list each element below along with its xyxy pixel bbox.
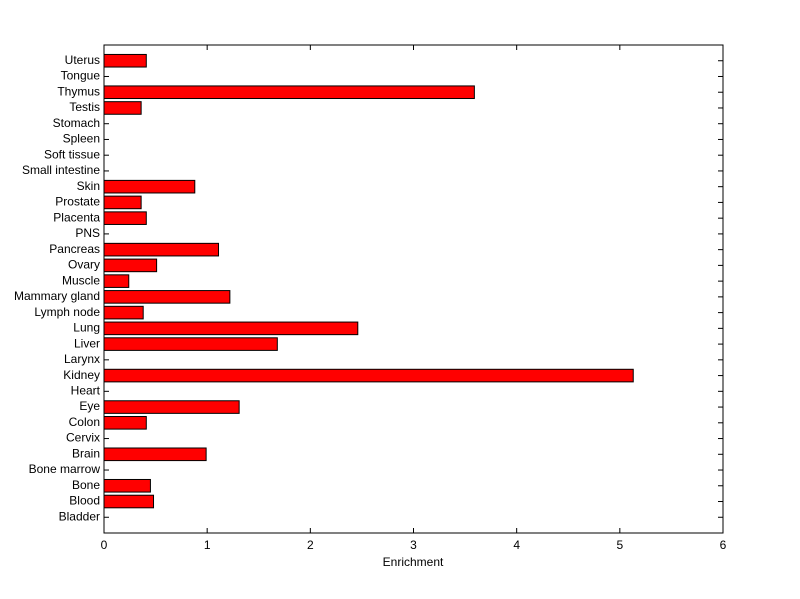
- bar: [103, 416, 147, 430]
- plot-frame: [103, 44, 724, 534]
- bar: [103, 53, 147, 68]
- bar: [103, 321, 359, 336]
- y-tick-label: Mammary gland: [14, 289, 100, 303]
- y-tick-label: PNS: [75, 226, 100, 240]
- bar: [103, 400, 240, 414]
- y-tick-label: Lymph node: [34, 305, 100, 319]
- bar: [103, 305, 144, 320]
- y-tick-label: Pancreas: [49, 242, 100, 256]
- bar: [103, 478, 151, 493]
- y-tick-label: Spleen: [63, 132, 100, 146]
- y-tick-label: Liver: [74, 336, 100, 350]
- y-tick-label: Brain: [72, 446, 100, 460]
- y-tick-label: Placenta: [53, 210, 100, 224]
- y-tick-label: Colon: [69, 415, 100, 429]
- bar: [103, 242, 220, 257]
- bar: [103, 447, 207, 462]
- x-tick-label: 2: [307, 538, 314, 552]
- y-tick-label: Blood: [69, 494, 100, 508]
- y-tick-label: Tongue: [61, 69, 101, 83]
- y-tick-label: Bone marrow: [29, 462, 101, 476]
- y-tick-label: Lung: [73, 321, 100, 335]
- y-tick-label: Small intestine: [22, 163, 100, 177]
- y-tick-label: Uterus: [65, 53, 100, 67]
- x-tick-label: 0: [101, 538, 108, 552]
- bar: [103, 337, 278, 351]
- x-tick-label: 3: [410, 538, 417, 552]
- x-tick-label: 4: [513, 538, 520, 552]
- y-tick-label: Testis: [69, 100, 100, 114]
- y-tick-label: Ovary: [68, 258, 100, 272]
- bar: [103, 368, 634, 383]
- y-tick-label: Larynx: [64, 352, 100, 366]
- y-tick-label: Prostate: [55, 195, 100, 209]
- x-tick-label: 1: [204, 538, 211, 552]
- x-tick-label: 6: [720, 538, 727, 552]
- y-tick-label: Bladder: [59, 509, 100, 523]
- y-tick-label: Bone: [72, 478, 100, 492]
- bar: [103, 290, 231, 304]
- bar: [103, 211, 147, 225]
- y-tick-label: Eye: [79, 399, 100, 413]
- y-tick-label: Kidney: [63, 368, 100, 382]
- y-tick-label: Heart: [71, 383, 101, 397]
- x-tick-label: 5: [616, 538, 623, 552]
- bar: [103, 258, 158, 273]
- y-tick-label: Soft tissue: [44, 147, 100, 161]
- y-tick-label: Cervix: [66, 431, 100, 445]
- y-tick-label: Thymus: [57, 84, 100, 98]
- bar: [103, 274, 130, 288]
- y-tick-label: Skin: [77, 179, 100, 193]
- y-tick-label: Muscle: [62, 273, 100, 287]
- y-tick-label: Stomach: [53, 116, 100, 130]
- bar: [103, 179, 196, 194]
- x-axis-label: Enrichment: [383, 555, 444, 569]
- bar: [103, 101, 142, 115]
- bar: [103, 494, 155, 509]
- bar: [103, 195, 142, 210]
- bar: [103, 85, 475, 100]
